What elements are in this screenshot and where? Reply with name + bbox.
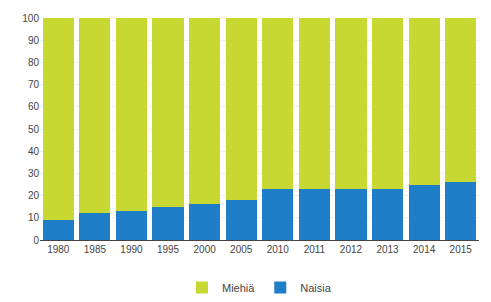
svg-text:Naisia: Naisia [300,282,331,294]
svg-text:20: 20 [28,190,40,201]
svg-text:2012: 2012 [340,244,363,255]
svg-text:2015: 2015 [450,244,473,255]
svg-text:2011: 2011 [304,244,326,255]
svg-text:100: 100 [22,13,39,24]
svg-text:90: 90 [28,35,40,46]
svg-text:30: 30 [28,168,40,179]
svg-text:2005: 2005 [230,244,253,255]
svg-text:0: 0 [33,235,39,246]
svg-text:1985: 1985 [84,244,107,255]
svg-text:10: 10 [28,212,40,223]
svg-text:1995: 1995 [157,244,180,255]
svg-text:1980: 1980 [47,244,70,255]
svg-text:2014: 2014 [413,244,436,255]
svg-text:Miehiä: Miehiä [222,282,255,294]
svg-text:70: 70 [28,79,40,90]
svg-text:2013: 2013 [376,244,399,255]
svg-text:2000: 2000 [194,244,217,255]
svg-text:80: 80 [28,57,40,68]
svg-text:1990: 1990 [120,244,143,255]
svg-text:50: 50 [28,124,40,135]
svg-text:60: 60 [28,101,40,112]
svg-text:40: 40 [28,146,40,157]
svg-text:2010: 2010 [267,244,290,255]
